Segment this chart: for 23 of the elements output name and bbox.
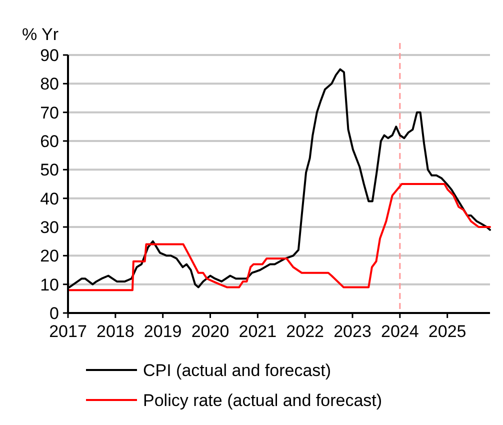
- x-tick-label: 2022: [286, 322, 324, 341]
- x-tick-label: 2019: [144, 322, 182, 341]
- x-tick-label: 2024: [380, 322, 419, 341]
- y-tick-label: 20: [40, 246, 59, 266]
- y-tick-label: 50: [40, 160, 59, 180]
- legend-label: Policy rate (actual and forecast): [143, 390, 382, 410]
- y-tick-label: 10: [40, 275, 59, 294]
- y-tick-label: 90: [40, 46, 59, 65]
- line-series: [67, 183, 491, 292]
- x-tick-label: 2018: [96, 322, 134, 341]
- x-tick-label: 2025: [428, 322, 466, 341]
- x-tick-label: 2021: [238, 322, 277, 341]
- legend-label: CPI (actual and forecast): [143, 360, 332, 380]
- x-tick-label: 2020: [191, 322, 230, 341]
- y-tick-label: 80: [40, 74, 59, 94]
- y-tick-label: 40: [40, 189, 59, 208]
- x-tick-label: 2017: [49, 322, 87, 341]
- y-tick-label: 30: [40, 218, 59, 237]
- y-tick-label: 0: [50, 304, 59, 323]
- y-tick-label: 60: [40, 132, 59, 151]
- y-axis-title: % Yr: [22, 25, 59, 44]
- y-tick-label: 70: [40, 103, 59, 122]
- x-tick-label: 2023: [334, 322, 372, 341]
